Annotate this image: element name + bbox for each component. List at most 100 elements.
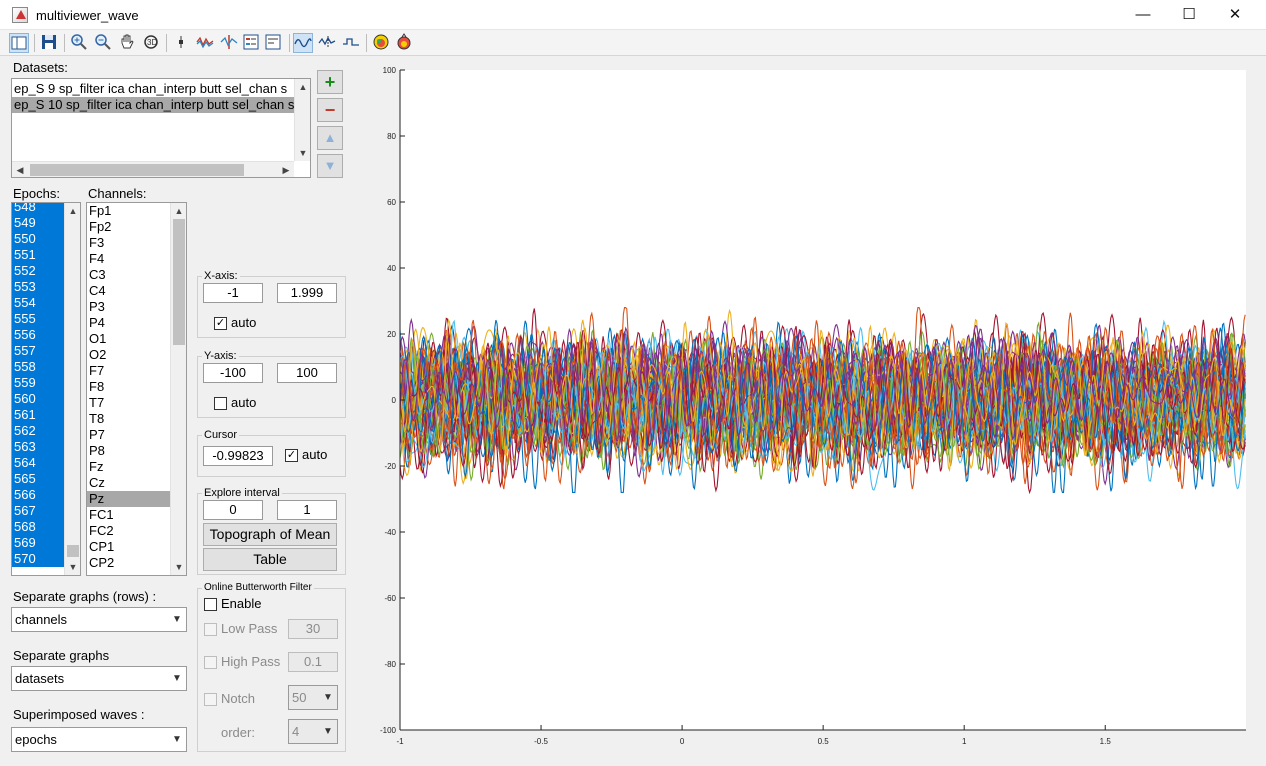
close-button[interactable]: ✕: [1228, 6, 1242, 23]
channel-item[interactable]: P3: [89, 299, 105, 314]
epochs-vscroll[interactable]: ▲ ▼: [64, 203, 80, 575]
epoch-item[interactable]: 570: [12, 551, 64, 567]
explore-from-input[interactable]: 0: [203, 500, 263, 520]
table-button[interactable]: Table: [203, 548, 337, 571]
wave-step-icon[interactable]: [341, 33, 361, 53]
topograph-mean-button[interactable]: Topograph of Mean: [203, 523, 337, 546]
maximize-button[interactable]: ☐: [1182, 6, 1196, 23]
save-icon[interactable]: [39, 33, 59, 53]
cursor-marker-icon[interactable]: [219, 33, 239, 53]
epoch-item[interactable]: 549: [12, 215, 64, 231]
cursor-input[interactable]: -0.99823: [203, 446, 273, 466]
channel-item[interactable]: O2: [89, 347, 107, 362]
epoch-item[interactable]: 551: [12, 247, 64, 263]
xaxis-max-input[interactable]: 1.999: [277, 283, 337, 303]
yaxis-min-input[interactable]: -100: [203, 363, 263, 383]
notch-checkbox[interactable]: [204, 693, 217, 706]
zoom-in-icon[interactable]: [69, 33, 89, 53]
cursor-auto-checkbox[interactable]: ✓: [285, 449, 298, 462]
scroll-down-icon[interactable]: ▼: [68, 562, 78, 572]
channel-item[interactable]: P8: [89, 443, 105, 458]
separate-rows-dropdown[interactable]: channels ▼: [11, 607, 187, 632]
scroll-up-icon[interactable]: ▲: [298, 82, 308, 92]
channel-item[interactable]: T8: [89, 411, 105, 426]
order-dropdown[interactable]: 4 ▼: [288, 719, 338, 744]
epoch-item[interactable]: 567: [12, 503, 64, 519]
legend-icon[interactable]: [241, 33, 261, 53]
epoch-item[interactable]: 548: [12, 203, 64, 215]
channel-item[interactable]: C3: [89, 267, 106, 282]
epoch-item[interactable]: 556: [12, 327, 64, 343]
channel-item[interactable]: Cz: [89, 475, 105, 490]
notch-dropdown[interactable]: 50 ▼: [288, 685, 338, 710]
epoch-item[interactable]: 566: [12, 487, 64, 503]
xaxis-min-input[interactable]: -1: [203, 283, 263, 303]
dataset-item[interactable]: ep_S 9 sp_filter ica chan_interp butt se…: [14, 81, 288, 96]
epoch-item[interactable]: 550: [12, 231, 64, 247]
lowpass-input[interactable]: 30: [288, 619, 338, 639]
channel-item[interactable]: P7: [89, 427, 105, 442]
scroll-left-icon[interactable]: ◀: [16, 165, 24, 175]
lowpass-checkbox[interactable]: [204, 623, 217, 636]
epochs-listbox[interactable]: 548 549 550 551 552 553 554 555 556 557 558 559 560 5…: [11, 202, 81, 576]
epoch-item[interactable]: 569: [12, 535, 64, 551]
epoch-item[interactable]: 565: [12, 471, 64, 487]
vscroll-thumb[interactable]: [173, 219, 185, 345]
epoch-item[interactable]: 568: [12, 519, 64, 535]
channel-item[interactable]: Fp1: [89, 203, 112, 218]
epoch-item[interactable]: 559: [12, 375, 64, 391]
scroll-down-icon[interactable]: ▼: [174, 562, 184, 572]
layout-icon[interactable]: [9, 33, 29, 53]
highpass-input[interactable]: 0.1: [288, 652, 338, 672]
pan-icon[interactable]: [117, 33, 137, 53]
xaxis-auto-checkbox[interactable]: ✓: [214, 317, 227, 330]
zoom-out-icon[interactable]: [93, 33, 113, 53]
move-up-button[interactable]: ▲: [317, 126, 343, 150]
minimize-button[interactable]: —: [1135, 6, 1151, 23]
datasets-vscroll[interactable]: ▲ ▼: [294, 79, 310, 161]
channel-item[interactable]: P4: [89, 315, 105, 330]
channel-item[interactable]: Fp2: [89, 219, 112, 234]
channel-item[interactable]: F3: [89, 235, 105, 250]
channel-item[interactable]: FC2: [89, 523, 114, 538]
channel-item[interactable]: F8: [89, 379, 105, 394]
channel-item-selected[interactable]: Pz: [87, 491, 170, 507]
channel-item[interactable]: O1: [89, 331, 107, 346]
topo-map-icon[interactable]: [371, 33, 391, 53]
yaxis-auto-checkbox[interactable]: [214, 397, 227, 410]
datasets-listbox[interactable]: ep_S 9 sp_filter ica chan_interp butt se…: [11, 78, 311, 178]
wave-plot[interactable]: [400, 70, 1246, 730]
data-cursor-icon[interactable]: [171, 33, 191, 53]
panel-icon[interactable]: [263, 33, 283, 53]
hscroll-thumb[interactable]: [30, 164, 244, 176]
vscroll-thumb[interactable]: [67, 545, 79, 557]
epoch-item[interactable]: 562: [12, 423, 64, 439]
yaxis-max-input[interactable]: 100: [277, 363, 337, 383]
dataset-item-selected[interactable]: ep_S 10 sp_filter ica chan_interp butt s…: [12, 97, 296, 113]
epoch-item[interactable]: 558: [12, 359, 64, 375]
wave-compare-icon[interactable]: [195, 33, 215, 53]
topo-head-icon[interactable]: [394, 33, 414, 53]
channels-vscroll[interactable]: ▲ ▼: [170, 203, 186, 575]
channel-item[interactable]: T7: [89, 395, 105, 410]
datasets-hscroll[interactable]: ◀ ▶: [12, 161, 294, 177]
channel-item[interactable]: C4: [89, 283, 106, 298]
move-down-button[interactable]: ▼: [317, 154, 343, 178]
channel-item[interactable]: F4: [89, 251, 105, 266]
filter-enable-checkbox[interactable]: [204, 598, 217, 611]
remove-dataset-button[interactable]: −: [317, 98, 343, 122]
epoch-item[interactable]: 557: [12, 343, 64, 359]
channels-listbox[interactable]: Fp1 Fp2 F3 F4 C3 C4 P3 P4 O1 O2 F7 F8 T7 T8 P7 P8 Fz Cz Pz…: [86, 202, 187, 576]
epoch-item[interactable]: 564: [12, 455, 64, 471]
separate-cols-dropdown[interactable]: datasets ▼: [11, 666, 187, 691]
superimposed-dropdown[interactable]: epochs ▼: [11, 727, 187, 752]
scroll-right-icon[interactable]: ▶: [282, 165, 290, 175]
epoch-item[interactable]: 554: [12, 295, 64, 311]
scroll-up-icon[interactable]: ▲: [174, 206, 184, 216]
scroll-up-icon[interactable]: ▲: [68, 206, 78, 216]
wave-view-icon[interactable]: [293, 33, 313, 53]
highpass-checkbox[interactable]: [204, 656, 217, 669]
scroll-down-icon[interactable]: ▼: [298, 148, 308, 158]
channel-item[interactable]: FC1: [89, 507, 114, 522]
rotate-icon[interactable]: 3D: [141, 33, 161, 53]
